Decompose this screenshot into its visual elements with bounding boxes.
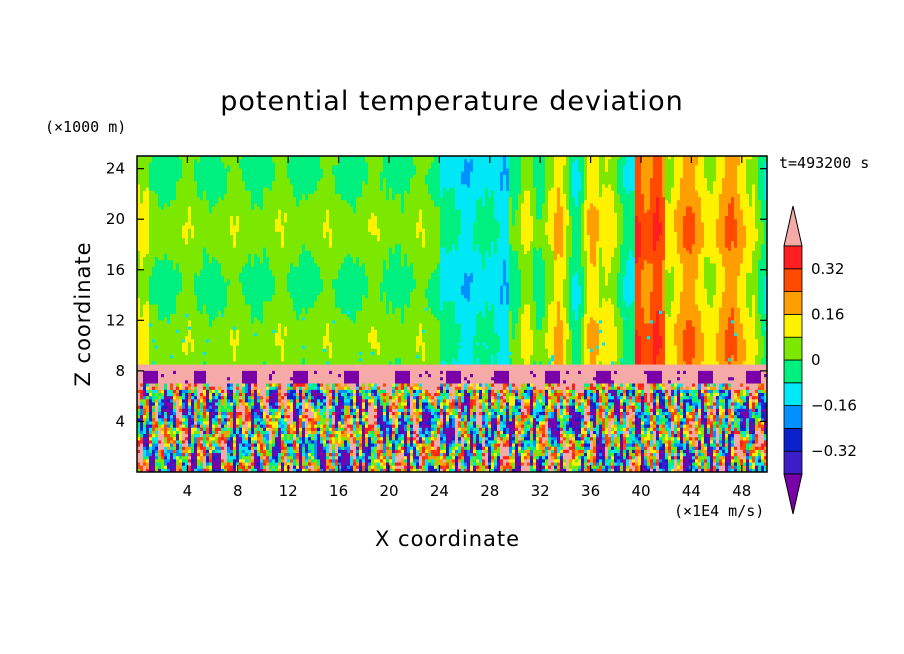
x-tick-label: 32 xyxy=(531,482,550,500)
colorbar-swatch xyxy=(784,314,802,337)
colorbar: 0.32 0.16 0 −0.16 −0.32 xyxy=(784,206,857,514)
colorbar-extend-max xyxy=(784,206,802,246)
colorbar-swatch xyxy=(784,406,802,429)
y-tick-label: 4 xyxy=(115,412,125,430)
colorbar-swatch xyxy=(784,337,802,360)
y-tick-label: 8 xyxy=(115,362,125,380)
colorbar-tick-label: 0 xyxy=(811,351,821,369)
x-tick-label: 20 xyxy=(379,482,398,500)
colorbar-tick-label: 0.32 xyxy=(811,260,844,278)
colorbar-swatch xyxy=(784,246,802,269)
colorbar-swatch xyxy=(784,360,802,383)
colorbar-swatch xyxy=(784,269,802,292)
x-tick-label: 36 xyxy=(581,482,600,500)
x-tick-label: 16 xyxy=(329,482,348,500)
y-tick-label: 20 xyxy=(106,210,125,228)
y-tick-label: 16 xyxy=(106,261,125,279)
x-tick-label: 24 xyxy=(430,482,449,500)
colorbar-swatch xyxy=(784,383,802,406)
heatmap-plot: 4 8 12 16 20 24 28 32 36 40 44 48 4812162024 0.320.… xyxy=(0,0,904,654)
colorbar-tick-label: −0.32 xyxy=(811,442,857,460)
x-tick-label: 44 xyxy=(682,482,701,500)
x-tick-label: 48 xyxy=(732,482,751,500)
x-tick-label: 12 xyxy=(279,482,298,500)
colorbar-extend-min xyxy=(784,474,802,514)
colorbar-tick-label: 0.16 xyxy=(811,305,844,323)
x-tick-label: 28 xyxy=(480,482,499,500)
x-tick-label: 40 xyxy=(631,482,650,500)
x-tick-label: 4 xyxy=(183,482,193,500)
heatmap-field xyxy=(137,156,768,473)
colorbar-swatch xyxy=(784,428,802,451)
y-tick-label: 12 xyxy=(106,311,125,329)
colorbar-tick-label: −0.16 xyxy=(811,397,857,415)
x-tick-label: 8 xyxy=(233,482,243,500)
colorbar-swatch xyxy=(784,451,802,474)
y-tick-label: 24 xyxy=(106,160,125,178)
colorbar-swatch xyxy=(784,292,802,315)
